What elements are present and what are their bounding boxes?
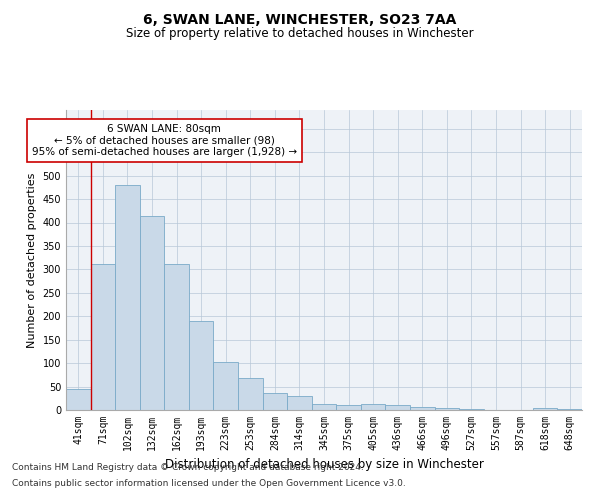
Text: Size of property relative to detached houses in Winchester: Size of property relative to detached ho… (126, 28, 474, 40)
Bar (410, 407, 434, 410)
Bar (238, 378, 263, 410)
Bar (336, 406, 361, 410)
Bar (533, 408, 557, 410)
Y-axis label: Number of detached properties: Number of detached properties (27, 172, 37, 348)
Bar (287, 396, 312, 410)
Bar (140, 216, 164, 410)
Text: 6, SWAN LANE, WINCHESTER, SO23 7AA: 6, SWAN LANE, WINCHESTER, SO23 7AA (143, 12, 457, 26)
Bar (214, 362, 238, 410)
Bar (361, 404, 385, 410)
X-axis label: Distribution of detached houses by size in Winchester: Distribution of detached houses by size … (164, 458, 484, 471)
Bar (385, 405, 410, 410)
Text: Contains public sector information licensed under the Open Government Licence v3: Contains public sector information licen… (12, 478, 406, 488)
Text: Contains HM Land Registry data © Crown copyright and database right 2024.: Contains HM Land Registry data © Crown c… (12, 464, 364, 472)
Bar (164, 264, 189, 410)
Bar (434, 408, 459, 410)
Text: 6 SWAN LANE: 80sqm
← 5% of detached houses are smaller (98)
95% of semi-detached: 6 SWAN LANE: 80sqm ← 5% of detached hous… (32, 124, 297, 158)
Bar (91, 264, 115, 410)
Bar (66, 389, 91, 410)
Bar (263, 392, 287, 410)
Bar (312, 404, 336, 410)
Bar (459, 409, 484, 410)
Bar (189, 321, 214, 410)
Bar (115, 184, 140, 410)
Bar (557, 408, 582, 410)
